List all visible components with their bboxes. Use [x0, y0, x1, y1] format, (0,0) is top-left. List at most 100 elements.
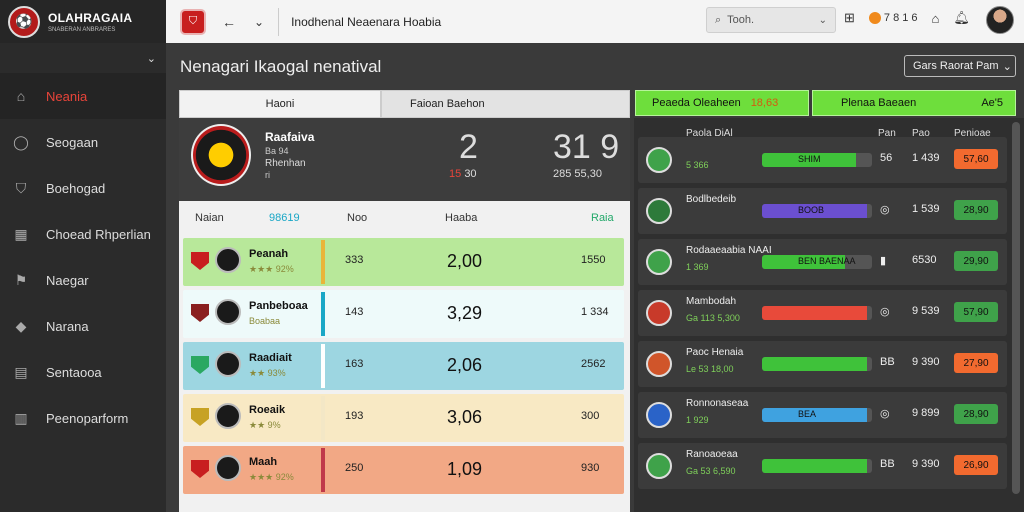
progress-bar — [762, 357, 872, 371]
filter-button-1[interactable]: Peaeda Oleaheen 18,63 — [635, 90, 809, 116]
progress-bar: SHIM — [762, 153, 872, 167]
row-col3: 2562 — [581, 358, 606, 370]
team-meta: ri — [265, 170, 270, 180]
team-crest-icon — [646, 249, 672, 275]
odds-button[interactable]: 28,90 — [954, 200, 998, 220]
progress-bar: BEN BAENAA — [762, 255, 872, 269]
sidebar-item-5[interactable]: ◆ Narana — [0, 303, 166, 349]
sidebar-item-4[interactable]: ⚑ Naegar — [0, 257, 166, 303]
item-sub: Ga 53 6,590 — [686, 466, 736, 476]
col-name[interactable]: Naian — [195, 212, 224, 224]
team-crest-icon — [646, 198, 672, 224]
table-row[interactable]: Maah ★★★ 92% 250 1,09 930 — [183, 446, 624, 494]
odds-button[interactable]: 27,90 — [954, 353, 998, 373]
building-icon: ▦ — [14, 225, 28, 242]
coin-balance[interactable]: 7 8 1 6 — [868, 12, 918, 24]
row-col3: 1 334 — [581, 306, 609, 318]
match-card[interactable]: Raafaiva Ba 94 Rhenhan ri 2 31 9 15 30 2… — [179, 118, 630, 202]
table-row[interactable]: Peanah ★★★ 92% 333 2,00 1550 — [183, 238, 624, 286]
item-value-2: 1 439 — [912, 152, 940, 164]
logo-title: OLAHRAGAIA — [48, 10, 133, 25]
table-row[interactable]: Raadiait ★★ 93% 163 2,06 2562 — [183, 342, 624, 390]
grid-icon[interactable]: ⊞ — [844, 10, 855, 25]
col-right[interactable]: Raia — [591, 212, 614, 224]
col-mid[interactable]: Noo — [347, 212, 368, 224]
score-home-rest: 30 — [464, 168, 477, 180]
odds-button[interactable]: 57,90 — [954, 302, 998, 322]
row-name: Peanah — [249, 248, 289, 260]
avatar[interactable] — [986, 6, 1014, 34]
team-crest-icon — [646, 351, 672, 377]
team-meta: Ba 94 — [265, 146, 289, 156]
sidebar-item-2[interactable]: ⛉ Boehogad — [0, 165, 166, 211]
col-hd[interactable]: Haaba — [445, 212, 478, 224]
row-name: Maah — [249, 456, 278, 468]
list-item[interactable]: Rodaaeaabia NAAI 1 369 BEN BAENAA ▮ 6530 29,9… — [638, 239, 1007, 285]
sidebar-item-7[interactable]: ▥ Peenoparform — [0, 395, 166, 441]
row-col1: 143 — [345, 306, 364, 318]
list-item[interactable]: 5 366 SHIM 56 1 439 57,60 — [638, 137, 1007, 183]
odds-button[interactable]: 29,90 — [954, 251, 998, 271]
odds-button[interactable]: 28,90 — [954, 404, 998, 424]
table-header: Naian 98619 Noo Haaba Raia — [179, 201, 630, 235]
period-select-value: Gars Raorat Pam — [913, 60, 999, 72]
team-crest-icon — [646, 453, 672, 479]
tab-fixtures[interactable]: Faioan Baehon — [381, 90, 630, 118]
team-name: Raafaiva — [265, 130, 315, 144]
odds-button[interactable]: 57,60 — [954, 149, 998, 169]
club-badge-icon[interactable]: ⛉ — [180, 8, 206, 35]
item-value: BB — [880, 458, 895, 470]
sidebar-item-3[interactable]: ▦ Choead Rhperlian — [0, 211, 166, 257]
list-item[interactable]: Paoc Henaia Le 53 18,00 BB 9 390 27,90 — [638, 341, 1007, 387]
flag-icon — [191, 252, 209, 270]
row-marker — [321, 240, 325, 284]
sidebar: ⚽ OLAHRAGAIA SNABERAN ANBRARES ⌄ ⌂ Neania… — [0, 0, 166, 512]
team-crest-icon — [646, 300, 672, 326]
row-marker — [321, 396, 325, 440]
search-icon: ⌕ — [715, 13, 722, 26]
item-title: Ranoaoeaa — [686, 449, 738, 460]
shield-icon: ⛉ — [15, 179, 27, 196]
list-item[interactable]: Bodlbedeib BOOB ◎ 1 539 28,90 — [638, 188, 1007, 234]
chevron-down-icon: ⌄ — [146, 52, 156, 65]
flag-icon — [191, 460, 209, 478]
sidebar-item-6[interactable]: ▤ Sentaooa — [0, 349, 166, 395]
row-col2: 1,09 — [447, 459, 483, 479]
app-logo[interactable]: ⚽ OLAHRAGAIA SNABERAN ANBRARES — [0, 0, 166, 43]
search-input[interactable]: ⌕ Tooh. ⌄ — [706, 7, 836, 33]
right-panel-header: Paola DiAl — [686, 128, 733, 139]
row-col3: 930 — [581, 462, 600, 474]
home-icon[interactable]: ⌂ — [931, 10, 940, 26]
row-col1: 250 — [345, 462, 364, 474]
score-home-highlight: 15 — [449, 168, 462, 180]
chevron-down-icon[interactable]: ⌄ — [254, 14, 265, 29]
item-value: ◎ — [880, 408, 890, 420]
right-col-3: Penioae — [954, 128, 991, 139]
score-home-detail: 15 30 — [449, 168, 477, 180]
list-item[interactable]: Ronnonaseaa 1 929 BEA ◎ 9 899 28,90 — [638, 392, 1007, 438]
odds-button[interactable]: 26,90 — [954, 455, 998, 475]
club-crest-icon — [215, 455, 241, 481]
club-crest-icon — [215, 299, 241, 325]
item-title: Mambodah — [686, 296, 737, 307]
right-panel-scrollbar[interactable] — [1012, 122, 1020, 494]
tab-home[interactable]: Haoni — [179, 90, 381, 118]
table-row[interactable]: Roeaik ★★ 9% 193 3,06 300 — [183, 394, 624, 442]
col-cyan[interactable]: 98619 — [269, 212, 300, 224]
item-value-2: 9 390 — [912, 458, 940, 470]
back-arrow-icon[interactable]: ← — [222, 13, 236, 30]
item-sub: 1 369 — [686, 262, 709, 272]
sidebar-collapse-button[interactable]: ⌄ — [0, 43, 166, 73]
progress-label: BOOB — [798, 205, 825, 215]
bell-icon[interactable]: 🔔︎ — [953, 10, 970, 25]
list-item[interactable]: Mambodah Ga 113 5,300 ◎ 9 539 57,90 — [638, 290, 1007, 336]
table-row[interactable]: Panbeboaa Boabaa 143 3,29 1 334 — [183, 290, 624, 338]
filter-button-2[interactable]: Plenaa Baeaen Ae'5 — [812, 90, 1016, 116]
list-item[interactable]: Ranoaoeaa Ga 53 6,590 BB 9 390 26,90 — [638, 443, 1007, 489]
row-col1: 163 — [345, 358, 364, 370]
team-crest-icon — [646, 147, 672, 173]
period-select[interactable]: Gars Raorat Pam ⌄ — [904, 55, 1016, 77]
sidebar-item-1[interactable]: ◯ Seogaan — [0, 119, 166, 165]
sidebar-item-label: Sentaooa — [46, 364, 102, 380]
sidebar-item-0[interactable]: ⌂ Neania — [0, 73, 166, 119]
